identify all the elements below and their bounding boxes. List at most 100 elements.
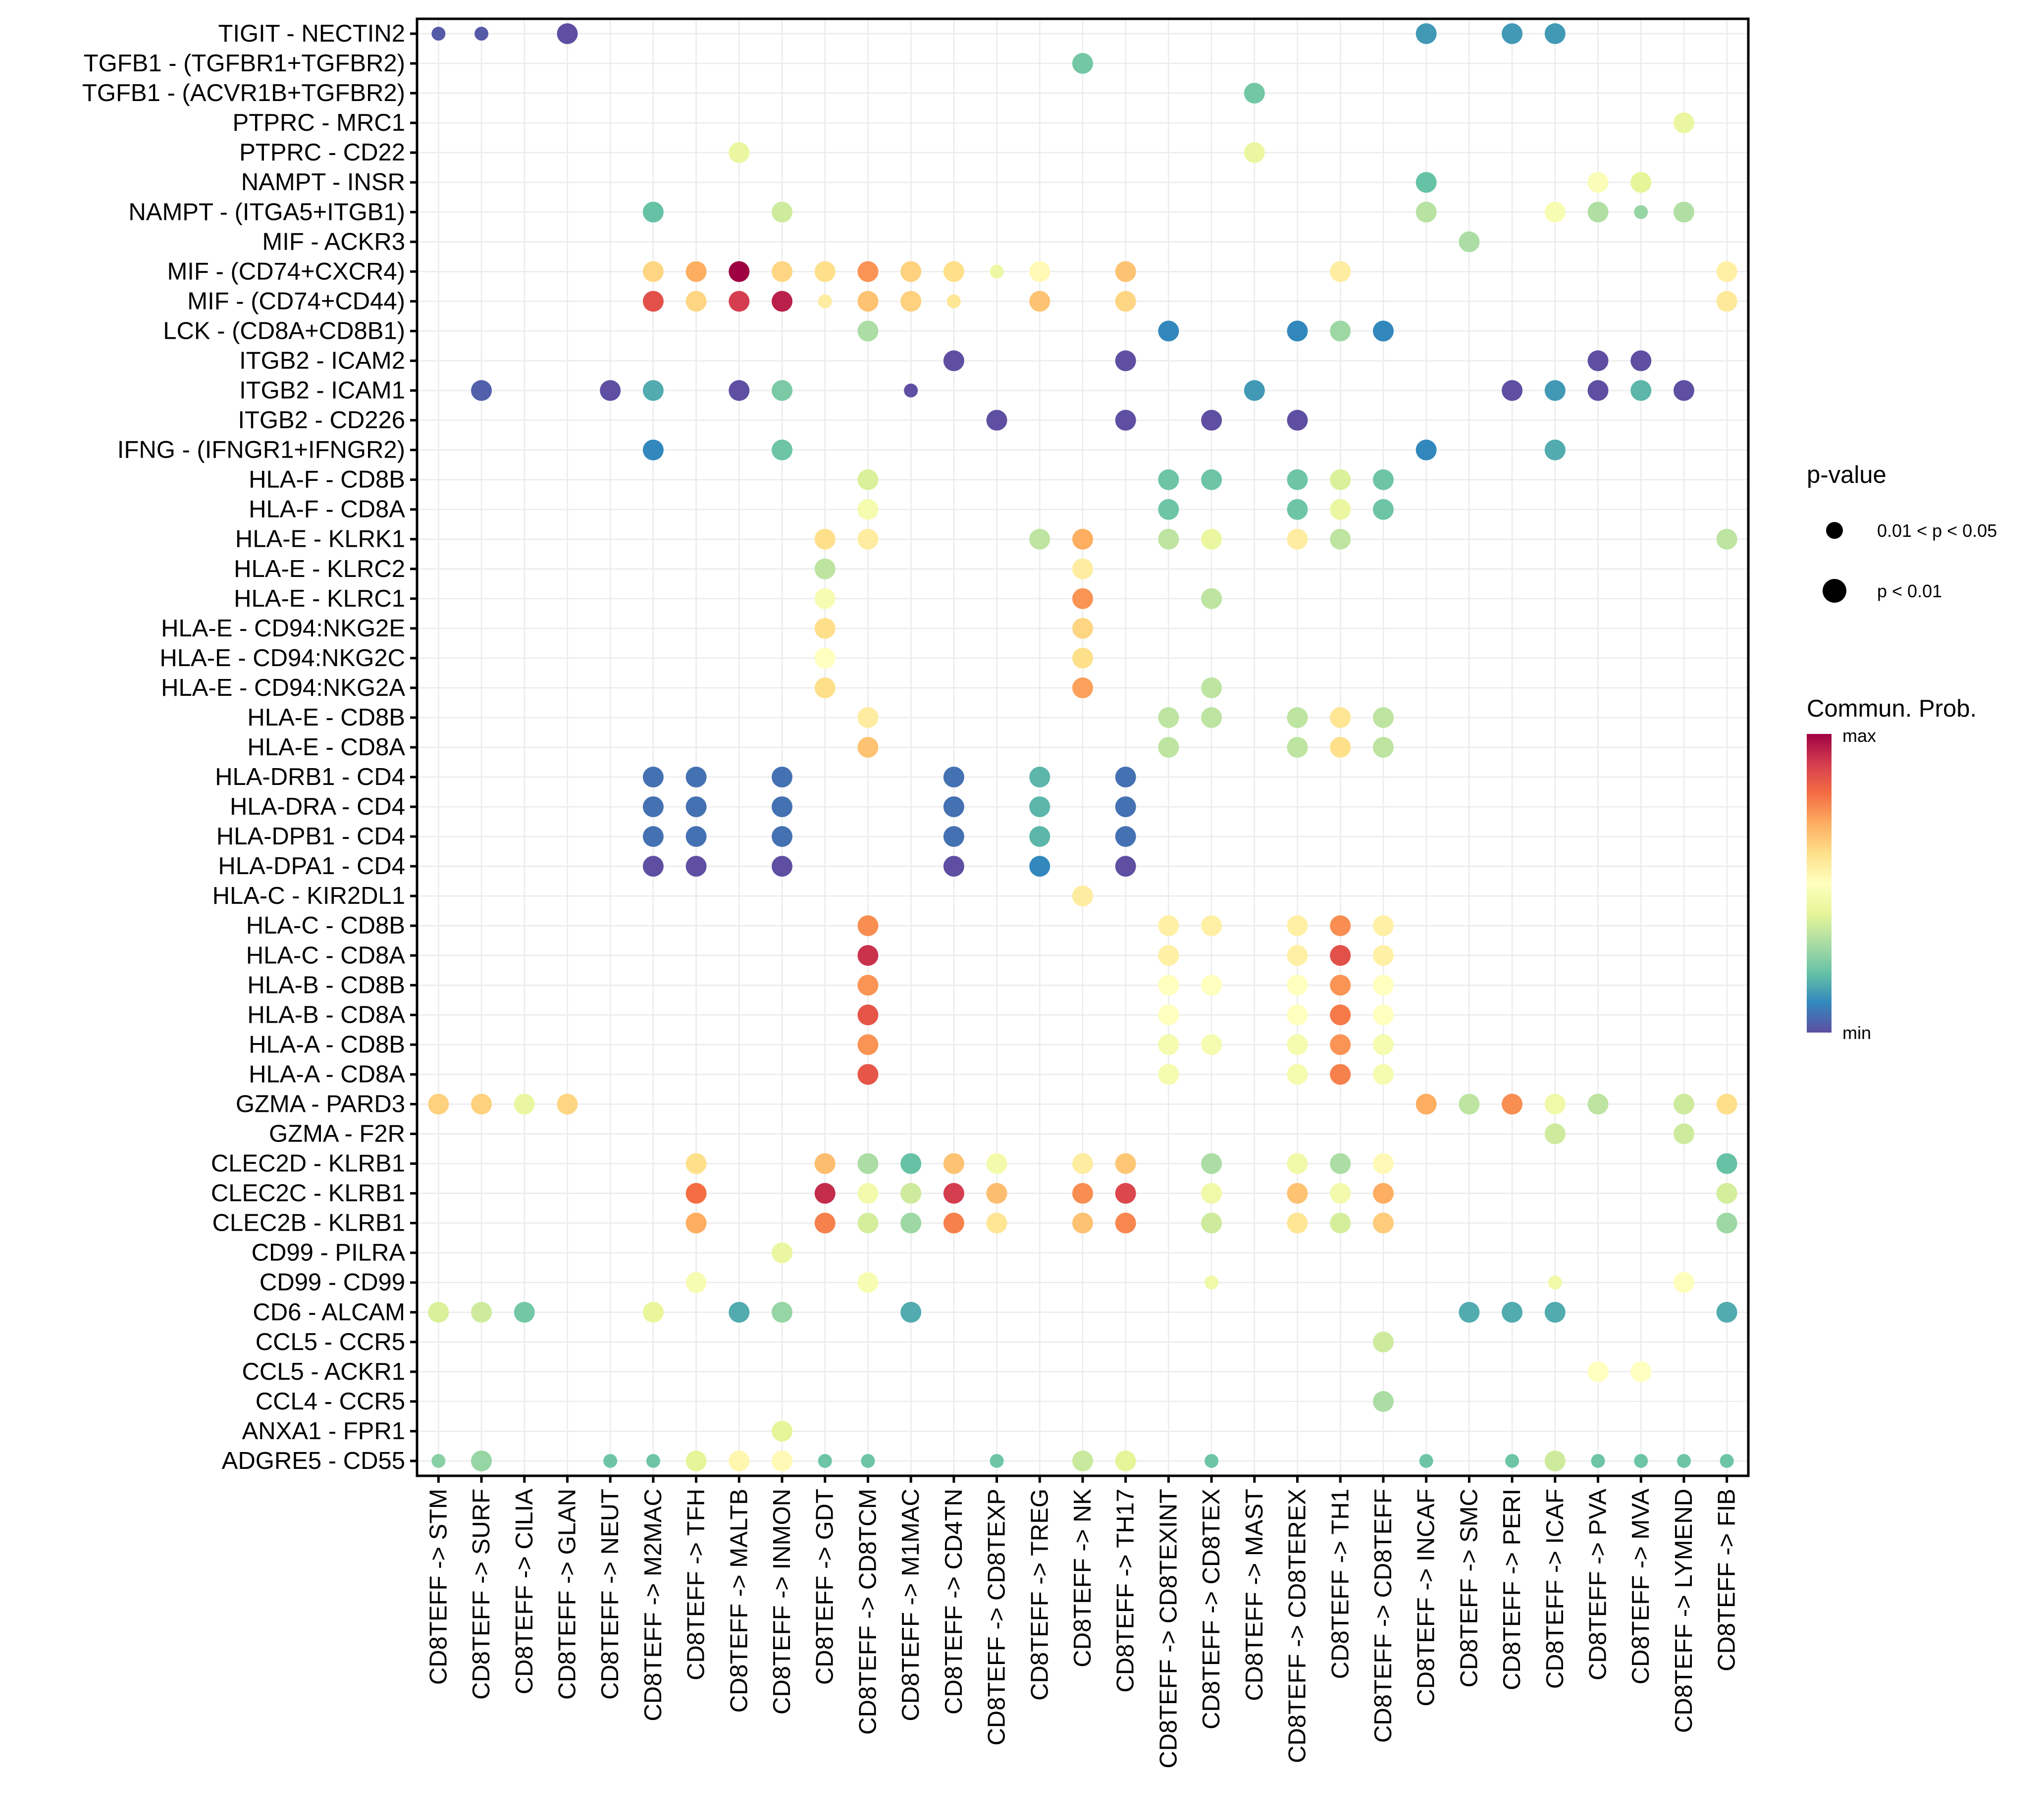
data-point — [1372, 1331, 1394, 1352]
data-point — [1716, 1212, 1737, 1234]
x-tick-label: CD8TEFF -> STM — [425, 1489, 452, 1685]
y-tick-label: CD6 - ALCAM — [253, 1299, 405, 1326]
data-point — [943, 856, 964, 877]
data-point — [1544, 1450, 1566, 1471]
data-point — [1287, 499, 1308, 520]
data-point — [1459, 1301, 1480, 1323]
data-point — [1716, 291, 1737, 312]
data-point — [1630, 172, 1652, 193]
data-point — [1544, 202, 1566, 223]
data-point — [1115, 261, 1136, 282]
data-point — [471, 1450, 492, 1471]
colorbar — [1807, 734, 1832, 1033]
data-point — [1459, 231, 1480, 253]
data-point — [1372, 1034, 1394, 1055]
data-point — [729, 1450, 750, 1471]
data-point — [943, 1212, 964, 1234]
data-point — [603, 1454, 618, 1468]
x-tick-label: CD8TEFF -> CD8TCM — [854, 1489, 881, 1735]
data-point — [642, 439, 664, 461]
data-point — [1330, 1153, 1351, 1174]
data-point — [1415, 202, 1437, 223]
data-point — [1287, 469, 1308, 490]
data-point — [1587, 202, 1609, 223]
x-tick-label: CD8TEFF -> MAST — [1241, 1489, 1268, 1701]
data-point — [904, 383, 918, 398]
y-tick-label: TGFB1 - (ACVR1B+TGFBR2) — [82, 80, 405, 106]
y-tick-label: ITGB2 - ICAM2 — [239, 347, 405, 374]
data-point — [642, 261, 664, 282]
y-tick-label: CD99 - PILRA — [252, 1240, 406, 1266]
p-value-legend: p-value 0.01 < p < 0.05 p < 0.01 — [1807, 462, 1997, 603]
data-point — [1591, 1454, 1605, 1468]
data-point — [1544, 439, 1566, 461]
x-tick-label: CD8TEFF -> CD8TEXINT — [1155, 1489, 1182, 1768]
data-point — [1201, 588, 1222, 609]
y-tick-label: MIF - (CD74+CD44) — [187, 288, 405, 314]
data-point — [1287, 945, 1308, 966]
data-point — [818, 294, 832, 309]
x-tick-label: CD8TEFF -> CD4TN — [941, 1489, 967, 1715]
data-point — [1115, 410, 1136, 431]
data-point — [772, 856, 793, 877]
data-point — [1372, 1212, 1394, 1234]
data-point — [857, 1004, 879, 1026]
data-point — [1372, 1153, 1394, 1174]
data-point — [1115, 350, 1136, 371]
data-point — [1115, 1183, 1136, 1204]
data-point — [1201, 1212, 1222, 1234]
data-point — [1158, 499, 1179, 520]
y-tick-label: CCL5 - CCR5 — [256, 1329, 405, 1355]
data-point — [1072, 618, 1093, 639]
y-tick-label: IFNG - (IFNGR1+IFNGR2) — [117, 437, 405, 464]
data-point — [1372, 1391, 1394, 1412]
data-point — [1548, 1275, 1562, 1290]
data-point — [1505, 1454, 1519, 1468]
data-point — [1201, 915, 1222, 936]
data-point — [1502, 23, 1523, 45]
data-point — [1072, 1183, 1093, 1204]
data-point — [986, 1183, 1007, 1204]
x-tick-label: CD8TEFF -> TREG — [1026, 1489, 1053, 1701]
y-tick-label: HLA-B - CD8B — [247, 972, 405, 998]
data-point — [1716, 1093, 1737, 1115]
y-tick-label: MIF - ACKR3 — [262, 228, 405, 255]
data-point — [1287, 1004, 1308, 1026]
data-point — [1029, 261, 1050, 282]
data-point — [1029, 291, 1050, 312]
y-tick-label: HLA-A - CD8B — [249, 1031, 405, 1058]
data-point — [772, 1242, 793, 1263]
data-point — [814, 677, 836, 698]
data-point — [729, 291, 750, 312]
y-tick-label: TIGIT - NECTIN2 — [218, 20, 405, 47]
legend-dot-small — [1826, 522, 1843, 539]
x-tick-label: CD8TEFF -> TH1 — [1327, 1489, 1354, 1679]
y-tick-label: HLA-C - CD8A — [246, 942, 406, 969]
y-tick-label: ITGB2 - ICAM1 — [239, 377, 405, 404]
data-point — [1372, 1183, 1394, 1204]
x-tick-label: CD8TEFF -> SURF — [468, 1489, 495, 1700]
data-point — [900, 1153, 922, 1174]
data-point — [729, 142, 750, 163]
data-point — [1287, 707, 1308, 728]
data-point — [946, 294, 961, 309]
data-point — [861, 1454, 875, 1468]
data-point — [1587, 380, 1609, 401]
y-tick-label: GZMA - PARD3 — [236, 1091, 405, 1117]
data-point — [1634, 205, 1648, 219]
data-point — [1330, 915, 1351, 936]
data-point — [772, 796, 793, 818]
data-point — [814, 261, 836, 282]
x-tick-label: CD8TEFF -> CD8TEXP — [984, 1489, 1010, 1746]
x-tick-label: CD8TEFF -> NEUT — [597, 1489, 624, 1700]
data-point — [1372, 320, 1394, 342]
x-tick-label: CD8TEFF -> CD8TEREX — [1284, 1489, 1311, 1763]
data-point — [814, 647, 836, 669]
data-point — [1716, 528, 1737, 550]
data-point — [1158, 975, 1179, 996]
data-point — [1115, 796, 1136, 818]
data-point — [1372, 975, 1394, 996]
data-point — [943, 1153, 964, 1174]
y-tick-label: HLA-E - CD94:NKG2A — [161, 675, 405, 701]
data-point — [1287, 1034, 1308, 1055]
